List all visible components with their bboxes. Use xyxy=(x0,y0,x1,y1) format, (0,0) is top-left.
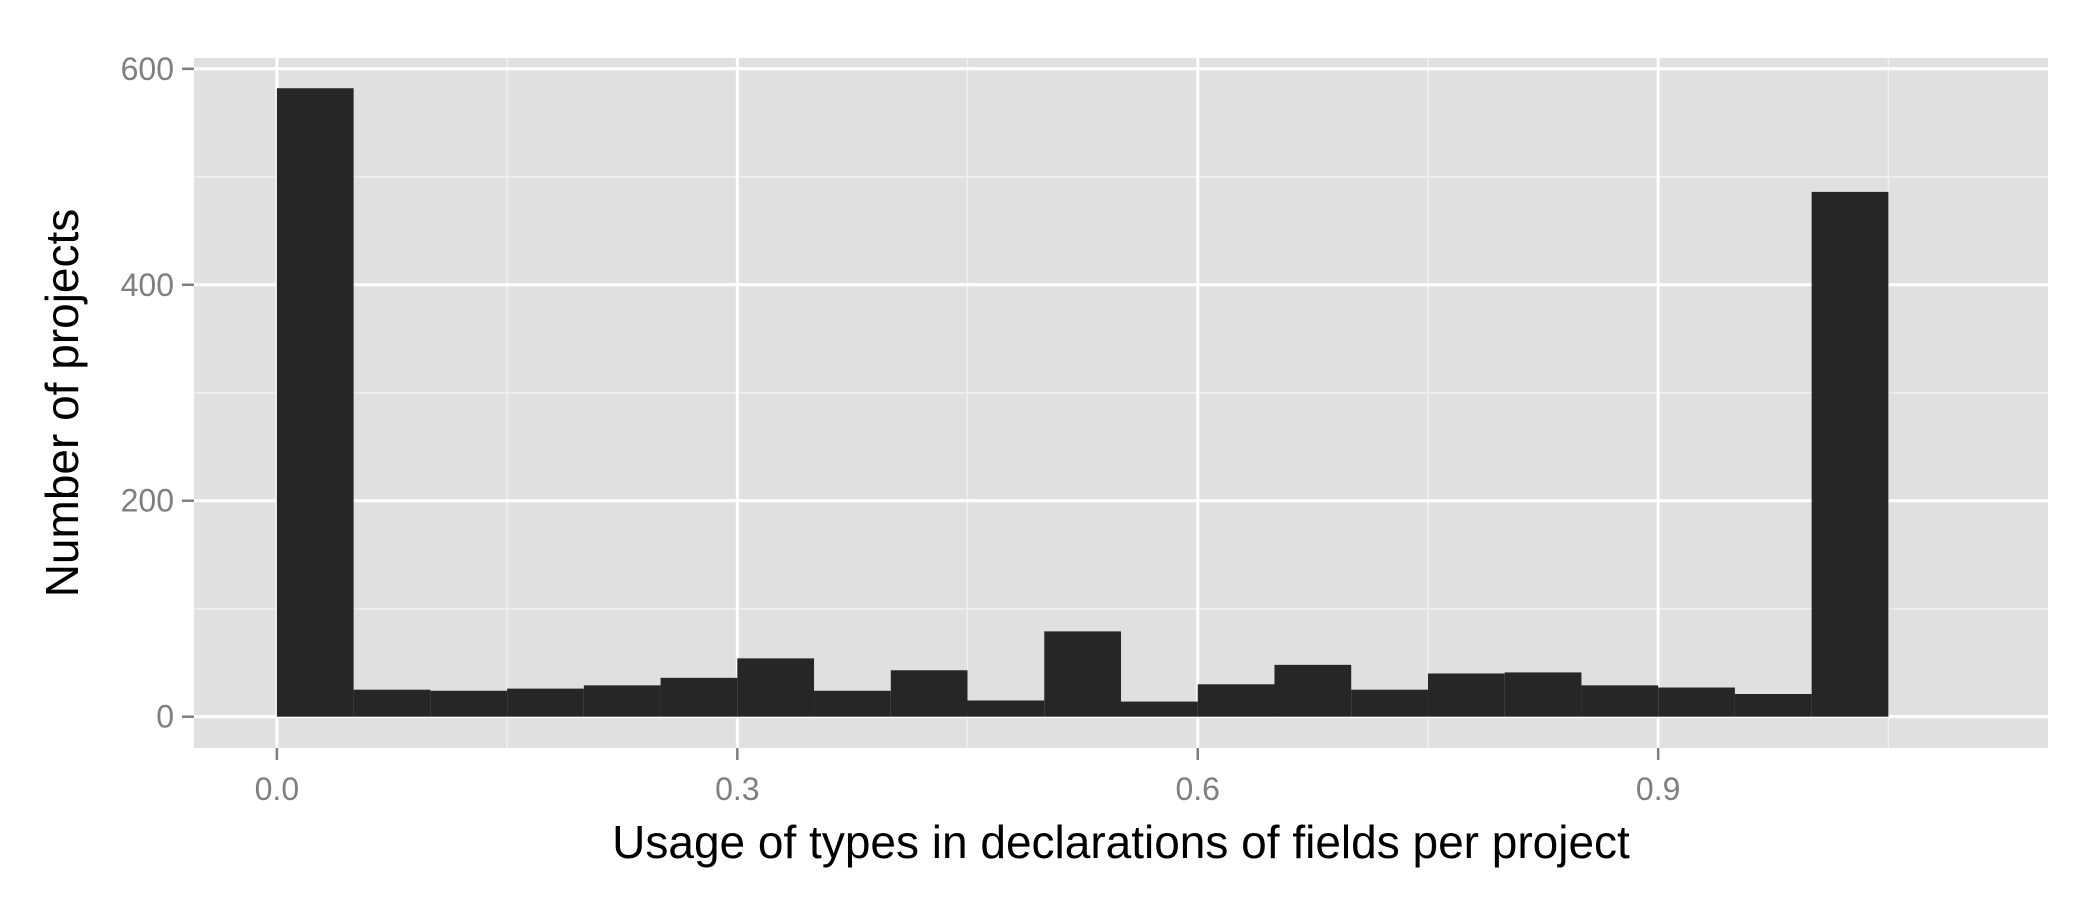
histogram-bar xyxy=(276,88,354,717)
y-tick-label: 200 xyxy=(121,483,174,519)
histogram-bar xyxy=(1811,191,1889,717)
histogram-bar xyxy=(660,677,738,717)
x-tick-label: 0.9 xyxy=(1636,771,1680,807)
histogram-bar xyxy=(737,658,815,717)
histogram-bar xyxy=(814,690,891,717)
y-axis: 0 200 400 600 xyxy=(121,51,194,735)
histogram-bar xyxy=(430,690,508,717)
histogram-bar xyxy=(1197,684,1275,717)
x-tick-label: 0.0 xyxy=(255,771,299,807)
x-axis: 0.0 0.3 0.6 0.9 xyxy=(255,748,1680,807)
histogram-bar xyxy=(1658,687,1735,717)
y-axis-title: Number of projects xyxy=(36,209,88,598)
histogram-bars xyxy=(276,88,1889,717)
histogram-bar xyxy=(507,688,584,717)
histogram-bar xyxy=(1581,685,1659,717)
histogram-bar xyxy=(1044,631,1121,717)
y-tick-label: 400 xyxy=(121,267,174,303)
minor-gridlines xyxy=(194,58,2048,748)
y-tick-label: 600 xyxy=(121,51,174,87)
histogram-bar xyxy=(583,685,661,717)
histogram-bar xyxy=(1427,673,1505,717)
histogram-bar xyxy=(1504,672,1582,717)
histogram-bar xyxy=(1274,664,1352,717)
histogram-bar xyxy=(1121,701,1198,717)
histogram-bar xyxy=(967,700,1045,717)
x-axis-title: Usage of types in declarations of fields… xyxy=(612,816,1630,868)
histogram-bar xyxy=(1734,694,1812,717)
y-tick-label: 0 xyxy=(156,699,174,735)
histogram-bar xyxy=(890,670,968,717)
histogram-bar xyxy=(353,689,431,717)
histogram-bar xyxy=(1351,689,1428,717)
x-tick-label: 0.6 xyxy=(1175,771,1219,807)
x-tick-label: 0.3 xyxy=(715,771,759,807)
